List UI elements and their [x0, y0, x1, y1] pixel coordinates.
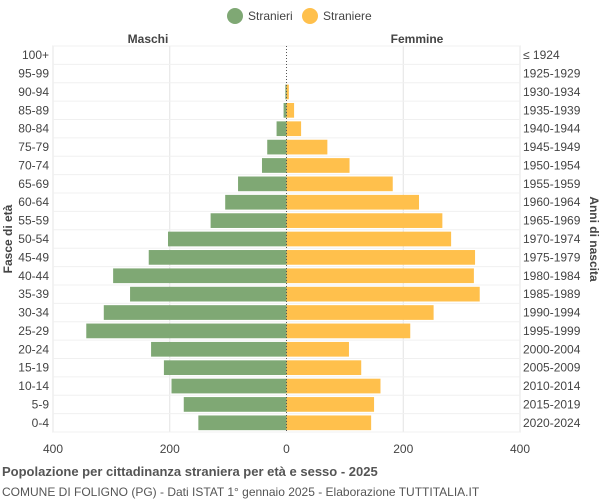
- age-label: 100+: [22, 48, 49, 62]
- bar-female-45-49: [286, 250, 476, 265]
- bar-male-60-64: [225, 194, 287, 210]
- age-label: 55-59: [18, 214, 49, 228]
- age-label: 85-89: [18, 103, 49, 117]
- birth-year-label: 1960-1964: [523, 195, 581, 209]
- bar-female-10-14: [286, 378, 381, 394]
- bar-male-70-74: [261, 158, 287, 173]
- birth-year-label: 1990-1994: [523, 306, 581, 320]
- age-label: 65-69: [18, 177, 49, 191]
- bar-male-5-9: [183, 397, 287, 412]
- bar-male-90-94: [285, 84, 287, 100]
- birth-year-label: 2005-2009: [523, 361, 581, 375]
- birth-year-label: 1965-1969: [523, 214, 581, 228]
- bar-male-45-49: [148, 250, 287, 265]
- age-label: 25-29: [18, 324, 49, 338]
- bar-female-80-84: [286, 121, 302, 137]
- x-tick-label: 400: [43, 442, 63, 456]
- birth-year-label: 2000-2004: [523, 342, 581, 356]
- age-label: 10-14: [18, 379, 49, 393]
- bar-female-0-4: [286, 415, 372, 431]
- bar-male-30-34: [103, 305, 287, 320]
- bar-male-55-59: [210, 213, 287, 228]
- bar-male-40-44: [113, 268, 287, 284]
- birth-year-label: 1935-1939: [523, 103, 581, 117]
- bar-female-5-9: [286, 397, 375, 412]
- age-label: 5-9: [32, 397, 50, 411]
- birth-year-label: 1930-1934: [523, 85, 581, 99]
- age-label: 90-94: [18, 85, 49, 99]
- bar-female-20-24: [286, 341, 349, 357]
- age-label: 20-24: [18, 342, 49, 356]
- legend-swatch-stranieri: [227, 8, 243, 24]
- population-pyramid-chart: 400 200 0 200 400 100+ ≤ 1924 95-99 1925-1929 90-…: [1, 8, 600, 456]
- bar-female-90-94: [286, 84, 289, 100]
- bar-female-15-19: [286, 360, 362, 376]
- bar-female-25-29: [286, 323, 411, 339]
- age-label: 35-39: [18, 287, 49, 301]
- legend-swatch-straniere: [302, 8, 318, 24]
- x-tick-label: 0: [283, 442, 290, 456]
- bar-male-35-39: [130, 286, 287, 302]
- birth-year-label: 1985-1989: [523, 287, 581, 301]
- chart-footer-subtitle: COMUNE DI FOLIGNO (PG) - Dati ISTAT 1° g…: [2, 485, 480, 499]
- bar-male-15-19: [163, 360, 287, 376]
- bar-male-75-79: [267, 139, 287, 155]
- birth-year-label: 1955-1959: [523, 177, 581, 191]
- bar-male-10-14: [171, 378, 287, 394]
- x-tick-label: 200: [393, 442, 413, 456]
- bar-male-20-24: [151, 341, 287, 357]
- bar-female-50-54: [286, 231, 452, 247]
- y-axis-title-right: Anni di nascita: [587, 196, 600, 282]
- age-label: 60-64: [18, 195, 49, 209]
- birth-year-label: 1925-1929: [523, 67, 581, 81]
- bar-male-0-4: [198, 415, 287, 431]
- age-label: 70-74: [18, 158, 49, 172]
- bar-female-75-79: [286, 139, 328, 155]
- birth-year-label: 2010-2014: [523, 379, 581, 393]
- y-axis-title-left: Fasce di età: [1, 204, 15, 273]
- age-label: 30-34: [18, 306, 49, 320]
- birth-year-label: 1970-1974: [523, 232, 581, 246]
- age-label: 15-19: [18, 361, 49, 375]
- age-label: 0-4: [32, 416, 50, 430]
- bar-male-25-29: [86, 323, 287, 339]
- age-label: 40-44: [18, 269, 49, 283]
- birth-year-label: 2015-2019: [523, 397, 581, 411]
- birth-year-label: 1995-1999: [523, 324, 581, 338]
- bar-female-70-74: [286, 158, 350, 173]
- legend-label-stranieri: Stranieri: [248, 9, 293, 23]
- femmine-header: Femmine: [391, 32, 444, 46]
- bar-male-80-84: [276, 121, 287, 137]
- age-label: 50-54: [18, 232, 49, 246]
- birth-year-label: ≤ 1924: [523, 48, 560, 62]
- bar-female-35-39: [286, 286, 480, 302]
- x-tick-label: 200: [160, 442, 180, 456]
- bar-female-30-34: [286, 305, 434, 320]
- legend-label-straniere: Straniere: [323, 9, 372, 23]
- birth-year-label: 2020-2024: [523, 416, 581, 430]
- bar-male-50-54: [167, 231, 287, 247]
- birth-year-label: 1945-1949: [523, 140, 581, 154]
- bar-female-55-59: [286, 213, 443, 228]
- bar-female-85-89: [286, 102, 295, 118]
- x-tick-label: 400: [510, 442, 530, 456]
- bar-female-40-44: [286, 268, 474, 284]
- bar-female-65-69: [286, 176, 393, 192]
- chart-footer-title: Popolazione per cittadinanza straniera p…: [2, 464, 378, 479]
- age-label: 45-49: [18, 250, 49, 264]
- age-label: 75-79: [18, 140, 49, 154]
- age-label: 80-84: [18, 122, 49, 136]
- maschi-header: Maschi: [128, 32, 169, 46]
- bar-male-85-89: [283, 102, 287, 118]
- bar-male-65-69: [238, 176, 287, 192]
- birth-year-label: 1940-1944: [523, 122, 581, 136]
- age-label: 95-99: [18, 67, 49, 81]
- birth-year-label: 1980-1984: [523, 269, 581, 283]
- bar-female-60-64: [286, 194, 420, 210]
- birth-year-label: 1950-1954: [523, 158, 581, 172]
- birth-year-label: 1975-1979: [523, 250, 581, 264]
